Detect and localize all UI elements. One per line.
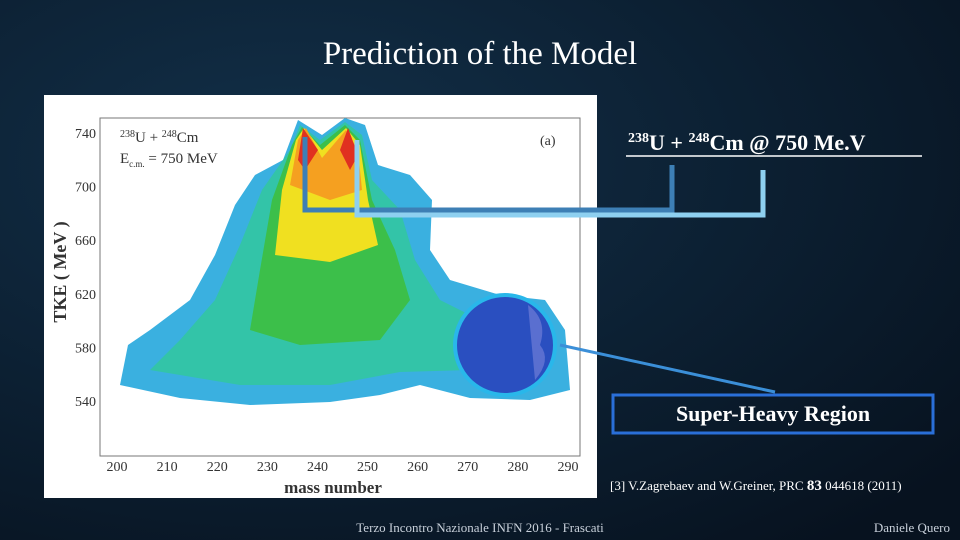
plot-frame: [99, 117, 581, 457]
zoom-detail: [528, 305, 545, 380]
panel-label: (a): [540, 134, 556, 149]
x-tick-label: 200: [107, 460, 128, 475]
footer: Terzo Incontro Nazionale INFN 2016 - Fra…: [356, 520, 604, 535]
x-tick-label: 290: [558, 460, 579, 475]
connector: [559, 343, 776, 394]
x-tick-label: 260: [407, 460, 428, 475]
slide-title: Prediction of the Model: [323, 36, 637, 72]
region-label: Super-Heavy Region: [676, 401, 870, 426]
x-tick-label: 240: [307, 460, 328, 475]
x-tick-label: 280: [507, 460, 528, 475]
citation: [3] V.Zagrebaev and W.Greiner, PRC 83 04…: [610, 478, 902, 494]
connector: [354, 140, 766, 218]
figure-reaction: 238U + 248Cm: [120, 129, 199, 146]
y-tick-label: 620: [75, 288, 96, 303]
y-tick-label: 740: [75, 127, 96, 142]
reaction: 238U + 248Cm @ 750 Me.V: [628, 130, 866, 155]
x-tick-label: 210: [157, 460, 178, 475]
y-tick-label: 660: [75, 234, 96, 249]
y-tick-label: 540: [75, 395, 96, 410]
connector: [302, 137, 675, 213]
x-tick-label: 230: [257, 460, 278, 475]
x-axis-label: mass number: [284, 478, 382, 497]
region-box: [611, 393, 935, 435]
y-tick-label: 580: [75, 341, 96, 356]
contour-plot: [120, 118, 570, 405]
x-tick-label: 220: [207, 460, 228, 475]
figure-labels: 238U + 248Cm Ec.m. = 750 MeV (a) TKE ( M…: [50, 127, 579, 497]
x-tick-label: 270: [457, 460, 478, 475]
x-tick-label: 250: [357, 460, 378, 475]
y-axis-label: TKE ( MeV ): [50, 221, 71, 322]
figure-energy: Ec.m. = 750 MeV: [120, 151, 218, 169]
author: Daniele Quero: [874, 520, 950, 535]
y-tick-label: 700: [75, 181, 96, 196]
